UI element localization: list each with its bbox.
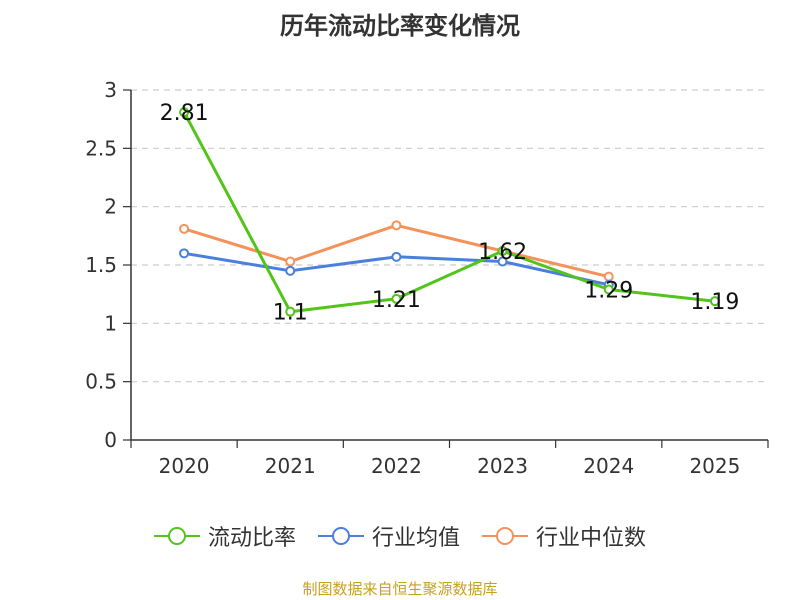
x-tick-label: 2022 bbox=[371, 454, 422, 478]
data-point bbox=[179, 107, 190, 118]
data-point bbox=[391, 220, 402, 231]
data-point bbox=[391, 251, 402, 262]
x-tick-label: 2021 bbox=[265, 454, 316, 478]
series-line bbox=[182, 111, 716, 314]
data-point bbox=[497, 256, 508, 267]
data-point bbox=[179, 248, 190, 259]
data-label: 1.29 bbox=[584, 279, 633, 304]
y-tick-label: 0 bbox=[104, 428, 117, 452]
x-tick-label: 2024 bbox=[583, 454, 634, 478]
data-point bbox=[497, 246, 508, 256]
legend-label-industry-median: 行业中位数 bbox=[536, 526, 647, 551]
y-tick-label: 1.5 bbox=[85, 253, 117, 277]
data-point bbox=[285, 265, 296, 276]
y-tick-label: 0.5 bbox=[85, 370, 117, 394]
x-tick-label: 2023 bbox=[477, 454, 528, 478]
y-tick-label: 2 bbox=[104, 195, 117, 219]
x-tick-label: 2025 bbox=[689, 454, 740, 478]
data-label: 1.62 bbox=[478, 240, 527, 265]
x-tick-label: 2020 bbox=[159, 454, 210, 478]
legend-marker-industry-average bbox=[317, 527, 364, 545]
data-point bbox=[285, 256, 296, 267]
data-label: 2.81 bbox=[160, 101, 209, 126]
y-tick-label: 2.5 bbox=[85, 136, 117, 160]
legend-marker-current-ratio bbox=[153, 527, 200, 545]
legend-label-industry-average: 行业均值 bbox=[371, 526, 460, 551]
data-label: 1.1 bbox=[273, 301, 308, 326]
data-point bbox=[709, 296, 720, 307]
legend-item-industry-median[interactable]: 行业中位数 bbox=[482, 520, 646, 552]
chart-legend: 流动比率 行业均值 行业中位数 bbox=[0, 518, 800, 554]
data-label: 1.21 bbox=[372, 288, 421, 313]
legend-label-current-ratio: 流动比率 bbox=[207, 526, 296, 551]
legend-item-current-ratio[interactable]: 流动比率 bbox=[153, 520, 296, 552]
y-tick-label: 1 bbox=[104, 311, 117, 335]
data-point bbox=[285, 306, 296, 317]
legend-marker-industry-median bbox=[482, 527, 528, 545]
source-note: 制图数据来自恒生聚源数据库 bbox=[302, 580, 498, 598]
data-point bbox=[603, 284, 614, 295]
data-point bbox=[179, 223, 190, 234]
y-tick-label: 3 bbox=[104, 78, 117, 102]
legend-item-industry-average[interactable]: 行业均值 bbox=[317, 520, 460, 552]
data-label: 1.19 bbox=[690, 290, 739, 315]
data-point bbox=[391, 293, 402, 304]
chart-title: 历年流动比率变化情况 bbox=[280, 12, 520, 40]
